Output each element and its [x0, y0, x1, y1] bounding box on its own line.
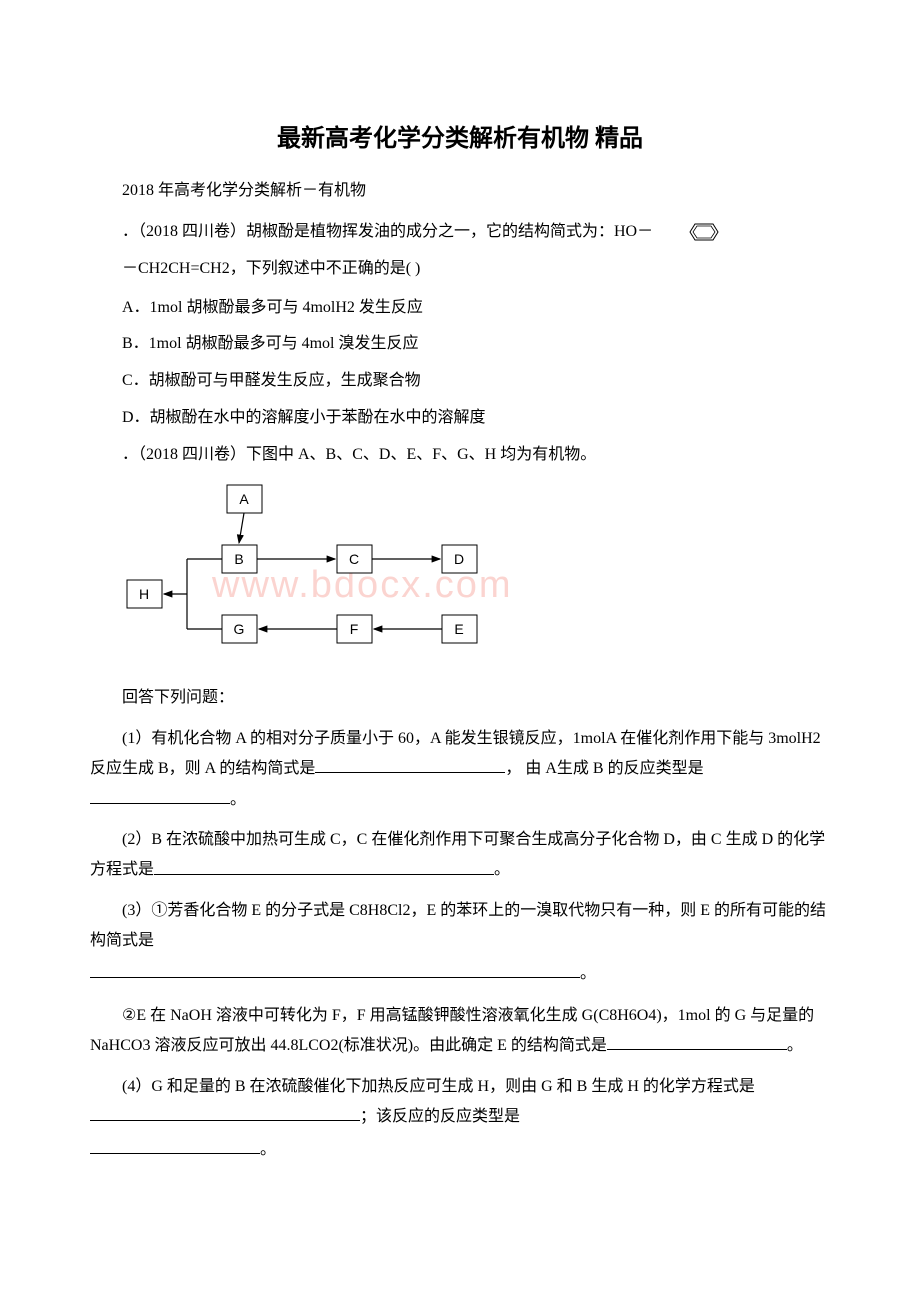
q2-sub3-1: (3）①芳香化合物 E 的分子式是 C8H8Cl2，E 的苯环上的一溴取代物只有…: [90, 896, 830, 957]
q2-prompt: 回答下列问题：: [90, 683, 830, 713]
svg-text:A: A: [239, 491, 249, 507]
svg-text:B: B: [234, 551, 243, 567]
svg-text:E: E: [454, 621, 463, 637]
q1-option-b: B．1mol 胡椒酚最多可与 4mol 溴发生反应: [122, 330, 830, 359]
flow-diagram: www.bdocx.com A B C D H G F E: [122, 480, 830, 664]
q2-sub3-2-end: 。: [787, 1037, 803, 1054]
blank: [90, 1102, 360, 1121]
svg-text:C: C: [349, 551, 359, 567]
flow-svg: A B C D H G F E: [122, 480, 502, 655]
svg-text:F: F: [350, 621, 359, 637]
blank: [315, 754, 505, 773]
q1-option-d: D．胡椒酚在水中的溶解度小于苯酚在水中的溶解度: [122, 404, 830, 433]
q1-intro-prefix: ．（2018 四川卷）胡椒酚是植物挥发油的成分之一，它的结构简式为：HO－: [122, 223, 653, 240]
blank: [154, 855, 494, 874]
q2-sub1-end: 。: [230, 791, 246, 808]
q2-sub3-1-blank: 。: [90, 959, 830, 987]
q2-sub4-text: (4）G 和足量的 B 在浓硫酸催化下加热反应可生成 H，则由 G 和 B 生成…: [122, 1078, 755, 1095]
blank: [607, 1031, 787, 1050]
benzene-icon: [657, 220, 687, 244]
q2-sub4-blank: 。: [90, 1135, 830, 1163]
q2-intro: ．（2018 四川卷）下图中 A、B、C、D、E、F、G、H 均为有机物。: [90, 441, 830, 470]
q2-sub4-text2: ；该反应的反应类型是: [360, 1108, 520, 1125]
svg-text:G: G: [234, 621, 245, 637]
q1-option-c: C．胡椒酚可与甲醛发生反应，生成聚合物: [122, 367, 830, 396]
q2-sub4-end: 。: [260, 1141, 276, 1158]
blank: [90, 785, 230, 804]
q1-intro: ．（2018 四川卷）胡椒酚是植物挥发油的成分之一，它的结构简式为：HO－: [90, 218, 830, 247]
q2-sub1-text2: ， 由 A生成 B 的反应类型是: [505, 760, 703, 777]
q2-sub3-1-end: 。: [580, 965, 596, 982]
subtitle: 2018 年高考化学分类解析－有机物: [90, 178, 830, 204]
q2-sub4: (4）G 和足量的 B 在浓硫酸催化下加热反应可生成 H，则由 G 和 B 生成…: [90, 1072, 830, 1133]
q2-sub1: (1）有机化合物 A 的相对分子质量小于 60，A 能发生银镜反应，1molA …: [90, 724, 830, 816]
q1-option-a: A．1mol 胡椒酚最多可与 4molH2 发生反应: [122, 294, 830, 323]
blank: [90, 959, 580, 978]
q2-sub3-2: ②E 在 NaOH 溶液中可转化为 F，F 用高锰酸钾酸性溶液氧化生成 G(C8…: [90, 1001, 830, 1062]
blank: [90, 1135, 260, 1154]
page-title: 最新高考化学分类解析有机物 精品: [90, 120, 830, 158]
svg-text:D: D: [454, 551, 464, 567]
q2-sub2: (2）B 在浓硫酸中加热可生成 C，C 在催化剂作用下可聚合生成高分子化合物 D…: [90, 825, 830, 886]
svg-text:H: H: [139, 586, 149, 602]
q1-intro-suffix: －CH2CH=CH2，下列叙述中不正确的是( ): [122, 255, 830, 284]
q2-sub2-end: 。: [494, 862, 510, 879]
q2-sub3-1-text: (3）①芳香化合物 E 的分子式是 C8H8Cl2，E 的苯环上的一溴取代物只有…: [90, 902, 826, 949]
